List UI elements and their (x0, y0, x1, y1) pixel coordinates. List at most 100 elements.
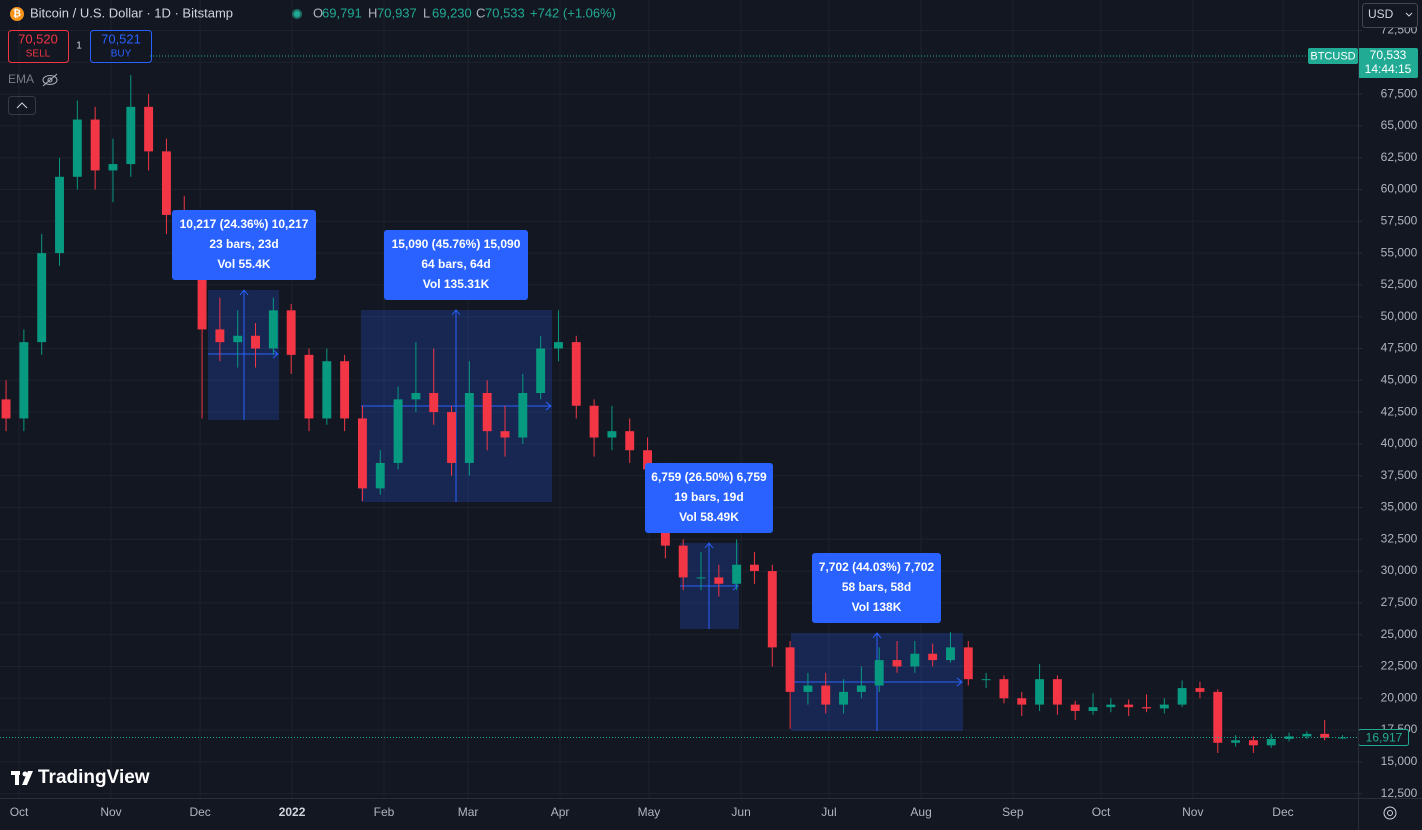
y-tick-label: 32,500 (1381, 531, 1418, 545)
x-tick-label: Oct (1092, 805, 1111, 819)
dropdown-icon (1405, 12, 1413, 17)
candle-body (571, 342, 581, 406)
y-tick-label: 47,500 (1381, 341, 1418, 355)
candle-body (375, 462, 385, 489)
candle-body (803, 685, 813, 692)
candle-body (963, 647, 973, 680)
measure-arrows (208, 289, 963, 731)
ohlc: O69,791 H 70,937 L 69,230 C 70,533 (313, 5, 525, 20)
y-tick-label: 67,500 (1381, 86, 1418, 100)
current-price-label: 16,917 (1366, 731, 1403, 745)
candle-body (322, 361, 332, 419)
x-tick-label: Sep (1002, 805, 1024, 819)
x-tick-label: May (638, 805, 661, 819)
indicator-name[interactable]: EMA (8, 72, 34, 86)
x-tick-label: Dec (1272, 805, 1293, 819)
measure-label: Vol 55.4K (217, 257, 270, 271)
x-tick-label: Aug (910, 805, 931, 819)
candle-body (1248, 740, 1258, 746)
candle-body (874, 660, 884, 686)
candle-body (1052, 679, 1062, 705)
measure-label-bg (172, 210, 316, 280)
collapse-button[interactable] (8, 96, 36, 115)
candle-body (1284, 736, 1294, 739)
candle-body (1213, 691, 1223, 743)
buy-price[interactable]: 70,521 (101, 31, 141, 46)
y-tick-label: 27,500 (1381, 595, 1418, 609)
x-tick-label: Nov (100, 805, 121, 819)
y-tick-label: 45,000 (1381, 372, 1418, 386)
coin-icon (10, 7, 24, 21)
candle-body (233, 335, 243, 343)
measure-label: 6,759 (26.50%) 6,759 (651, 470, 767, 484)
candle-body (785, 647, 795, 692)
candle-body (357, 418, 367, 489)
candle-body (1195, 688, 1205, 692)
candle-body (1, 399, 11, 419)
candle-body (1124, 704, 1134, 708)
currency-select[interactable] (1362, 3, 1418, 28)
candle-body (161, 151, 171, 215)
measure-label: Vol 138K (852, 600, 902, 614)
y-tick-label: 12,500 (1381, 786, 1418, 800)
candle-body (1035, 679, 1045, 705)
measure-label: 10,217 (24.36%) 10,217 (180, 217, 309, 231)
candle-body (286, 310, 296, 355)
candle-body (1320, 733, 1330, 738)
x-tick-label: 2022 (279, 805, 306, 819)
candle-body (678, 545, 688, 578)
measure-label: 58 bars, 58d (842, 580, 911, 594)
x-tick-label: Dec (189, 805, 210, 819)
measure-label-bg (812, 553, 941, 623)
candle-body (1088, 707, 1098, 711)
sell-label[interactable]: SELL (26, 49, 51, 60)
candle-body (464, 393, 474, 463)
coin-icon-glyph: ₿ (13, 8, 21, 20)
candle-body (108, 164, 118, 171)
current-price: 16,917 (0, 728, 1409, 746)
measure-label-bg (645, 463, 773, 533)
candle-body (1177, 688, 1187, 705)
candle-body (482, 393, 492, 432)
candle-body (1159, 704, 1169, 709)
candle-body (856, 685, 866, 692)
y-tick-label: 35,000 (1381, 500, 1418, 514)
x-tick-label: Oct (10, 805, 29, 819)
sell-button[interactable] (8, 30, 69, 63)
brand-logo (11, 771, 33, 785)
quantity: 1 (76, 41, 82, 52)
y-tick-label: 15,000 (1381, 754, 1418, 768)
candle-body (1338, 737, 1347, 739)
measure-label-bg (384, 230, 528, 300)
candle-body (304, 354, 314, 419)
candle-body (643, 450, 653, 470)
buy-label[interactable]: BUY (111, 49, 132, 60)
settings-icon[interactable] (1383, 806, 1397, 820)
candle-body (892, 660, 902, 667)
candle-body (732, 564, 742, 584)
brand-name: TradingView (38, 767, 150, 788)
currency[interactable]: USD (1368, 7, 1394, 21)
measure-label: Vol 58.49K (679, 510, 739, 524)
candle-body (447, 412, 456, 463)
candle-body (1142, 707, 1151, 709)
measure-label: 15,090 (45.76%) 15,090 (392, 237, 521, 251)
price-change: +742 (+1.06%) (530, 5, 616, 20)
y-tick-label: 62,500 (1381, 150, 1418, 164)
candle-body (429, 393, 439, 413)
candle-body (589, 405, 599, 438)
sell-price[interactable]: 70,520 (18, 31, 58, 46)
candle-body (411, 393, 421, 400)
candle-body (981, 679, 991, 681)
buy-button[interactable] (90, 30, 152, 63)
candle-body (839, 691, 849, 705)
y-tick-label: 57,500 (1381, 213, 1418, 227)
candle-body (536, 348, 546, 394)
last-price-bg (1358, 48, 1418, 78)
candle-body (72, 119, 82, 177)
y-tick-label: 50,000 (1381, 309, 1418, 323)
y-tick-label: 30,000 (1381, 563, 1418, 577)
candle-body (625, 431, 635, 451)
ohlc-value: 70,533 (485, 5, 525, 20)
hide-icon[interactable] (42, 73, 58, 87)
